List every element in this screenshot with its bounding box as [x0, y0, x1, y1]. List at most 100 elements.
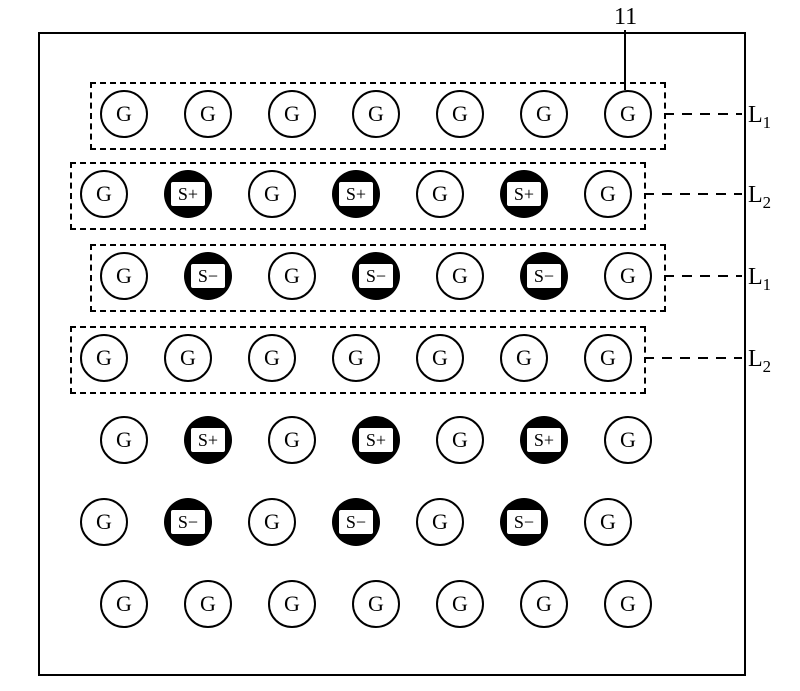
pin-label: G — [432, 345, 448, 371]
pin-label: G — [96, 509, 112, 535]
ground-pin: G — [164, 334, 212, 382]
row-label-3: L1 — [748, 264, 771, 295]
row-leader-1 — [664, 104, 746, 124]
pin-label: S− — [339, 510, 373, 534]
ground-pin: G — [80, 170, 128, 218]
pin-label: S+ — [339, 182, 373, 206]
row-leader-4 — [644, 348, 746, 368]
signal-plus-pin: S+ — [184, 416, 232, 464]
pin-label: G — [516, 345, 532, 371]
row-label-4: L2 — [748, 346, 771, 377]
pin-label: G — [620, 591, 636, 617]
pin-label: G — [368, 591, 384, 617]
ground-pin: G — [248, 334, 296, 382]
pin-label: G — [200, 591, 216, 617]
pin-label: G — [452, 263, 468, 289]
ground-pin: G — [100, 416, 148, 464]
pin-label: G — [96, 181, 112, 207]
signal-plus-pin: S+ — [500, 170, 548, 218]
row-leader-3 — [664, 266, 746, 286]
pin-label: G — [284, 263, 300, 289]
callout-11: 11 — [614, 4, 637, 31]
pin-label: G — [452, 591, 468, 617]
ground-pin: G — [268, 416, 316, 464]
ground-pin: G — [520, 580, 568, 628]
ground-pin: G — [352, 580, 400, 628]
pin-label: G — [620, 263, 636, 289]
pin-label: G — [284, 101, 300, 127]
row-label-sub: 1 — [763, 113, 771, 132]
pin-label: S− — [171, 510, 205, 534]
pin-label: G — [432, 181, 448, 207]
pin-label: G — [600, 345, 616, 371]
pin-label: G — [284, 427, 300, 453]
signal-plus-pin: S+ — [520, 416, 568, 464]
signal-minus-pin: S− — [164, 498, 212, 546]
pin-label: G — [264, 509, 280, 535]
ground-pin: G — [416, 498, 464, 546]
pin-label: G — [452, 101, 468, 127]
row-label-sub: 2 — [763, 357, 771, 376]
pin-label: G — [536, 101, 552, 127]
pin-label: G — [284, 591, 300, 617]
ground-pin: G — [352, 90, 400, 138]
pin-label: S+ — [359, 428, 393, 452]
ground-pin: G — [268, 90, 316, 138]
row-label-main: L — [748, 102, 763, 128]
ground-pin: G — [604, 90, 652, 138]
ground-pin: G — [436, 416, 484, 464]
pin-label: G — [116, 101, 132, 127]
ground-pin: G — [416, 334, 464, 382]
signal-plus-pin: S+ — [352, 416, 400, 464]
ground-pin: G — [268, 580, 316, 628]
ground-pin: G — [100, 580, 148, 628]
pin-label: S+ — [191, 428, 225, 452]
pin-label: G — [180, 345, 196, 371]
ground-pin: G — [520, 90, 568, 138]
row-label-main: L — [748, 264, 763, 290]
signal-minus-pin: S− — [500, 498, 548, 546]
row-leader-2 — [644, 184, 746, 204]
ground-pin: G — [584, 334, 632, 382]
ground-pin: G — [332, 334, 380, 382]
pin-label: G — [600, 181, 616, 207]
pin-label: G — [200, 101, 216, 127]
signal-minus-pin: S− — [184, 252, 232, 300]
pin-label: S− — [527, 264, 561, 288]
pin-label: S+ — [527, 428, 561, 452]
signal-plus-pin: S+ — [164, 170, 212, 218]
pin-label: S− — [507, 510, 541, 534]
ground-pin: G — [248, 170, 296, 218]
pin-label: G — [452, 427, 468, 453]
row-label-1: L1 — [748, 102, 771, 133]
pin-label: S− — [191, 264, 225, 288]
ground-pin: G — [100, 252, 148, 300]
callout-11-leader — [624, 30, 626, 90]
row-label-sub: 1 — [763, 275, 771, 294]
ground-pin: G — [604, 580, 652, 628]
pin-label: G — [116, 263, 132, 289]
ground-pin: G — [436, 252, 484, 300]
ground-pin: G — [184, 90, 232, 138]
ground-pin: G — [604, 252, 652, 300]
ground-pin: G — [268, 252, 316, 300]
ground-pin: G — [436, 580, 484, 628]
signal-plus-pin: S+ — [332, 170, 380, 218]
ground-pin: G — [184, 580, 232, 628]
ground-pin: G — [80, 498, 128, 546]
ground-pin: G — [584, 170, 632, 218]
row-label-2: L2 — [748, 182, 771, 213]
pin-label: G — [116, 591, 132, 617]
ground-pin: G — [80, 334, 128, 382]
pin-label: G — [264, 181, 280, 207]
pin-label: G — [96, 345, 112, 371]
pin-label: S+ — [507, 182, 541, 206]
pin-label: G — [264, 345, 280, 371]
signal-minus-pin: S− — [520, 252, 568, 300]
pin-label: G — [368, 101, 384, 127]
ground-pin: G — [500, 334, 548, 382]
signal-minus-pin: S− — [352, 252, 400, 300]
pin-label: G — [600, 509, 616, 535]
pin-label: G — [348, 345, 364, 371]
pin-label: S− — [359, 264, 393, 288]
